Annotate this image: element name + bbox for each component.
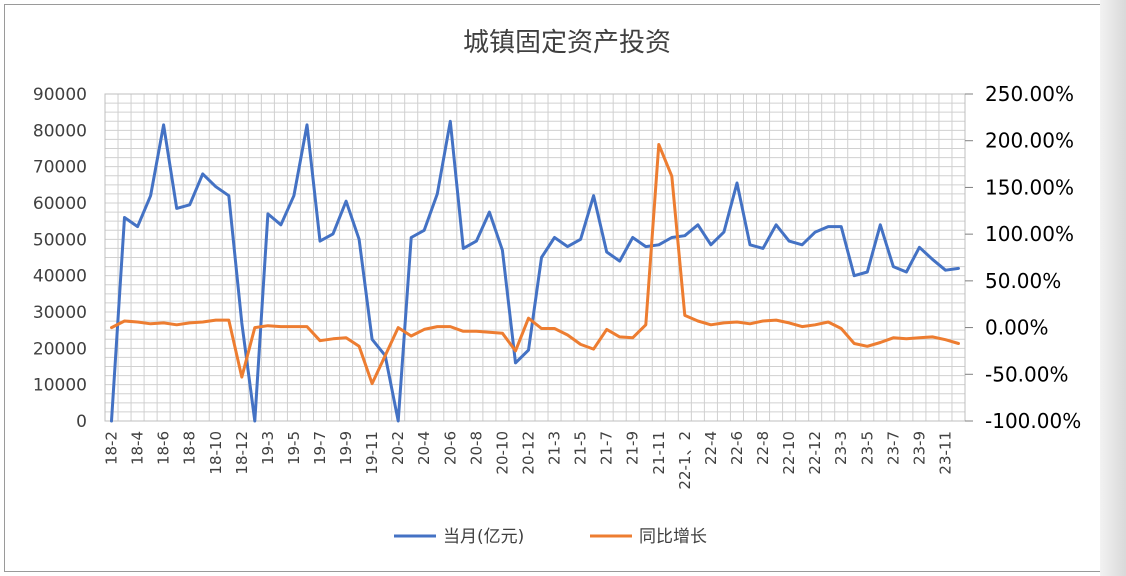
x-tick-label: 23-11 xyxy=(936,431,954,475)
x-tick-label: 20-8 xyxy=(467,431,485,465)
x-tick-label: 23-3 xyxy=(832,431,850,465)
x-tick-label: 22-6 xyxy=(728,431,746,465)
y-right-tick-label: -50.00% xyxy=(985,362,1068,386)
y-left-tick-label: 60000 xyxy=(33,194,87,214)
x-tick-label: 19-7 xyxy=(311,431,329,465)
series-line-yoy xyxy=(110,143,960,386)
y-left-tick-label: 20000 xyxy=(33,339,87,359)
y-right-tick-label: 250.00% xyxy=(985,82,1074,106)
y-right-tick-label: 50.00% xyxy=(985,269,1061,293)
x-tick-label: 19-5 xyxy=(285,431,303,465)
chart-title: 城镇固定资产投资 xyxy=(463,28,671,58)
y-left-tick-label: 40000 xyxy=(33,267,87,287)
y-left-tick-label: 10000 xyxy=(33,376,87,396)
x-tick-label: 21-9 xyxy=(624,431,642,465)
window-edge xyxy=(1100,0,1126,576)
x-tick-label: 18-10 xyxy=(207,431,225,475)
x-tick-label: 19-3 xyxy=(259,431,277,465)
x-tick-label: 19-11 xyxy=(363,431,381,475)
series-line-monthly xyxy=(110,119,960,423)
x-tick-label: 18-6 xyxy=(155,431,173,465)
x-tick-label: 20-12 xyxy=(519,431,537,475)
y-left-tick-label: 50000 xyxy=(33,230,87,250)
y-left-tick-label: 90000 xyxy=(33,85,87,105)
y-right-tick-label: -100.00% xyxy=(985,409,1081,433)
x-tick-label: 22-4 xyxy=(702,431,720,465)
x-tick-label: 18-2 xyxy=(103,431,121,465)
x-tick-label: 21-5 xyxy=(572,431,590,465)
legend-label-yoy: 同比增长 xyxy=(639,527,707,547)
x-tick-label: 20-10 xyxy=(493,431,511,475)
y-axis-left: 0 10000 20000 30000 40000 50000 60000 70000 8000… xyxy=(33,85,87,432)
x-tick-label: 21-7 xyxy=(598,431,616,465)
y-right-tick-label: 0.00% xyxy=(985,316,1049,340)
series-layer xyxy=(110,119,960,423)
y-right-tick-label: 150.00% xyxy=(985,175,1074,199)
gridlines xyxy=(104,93,966,422)
x-tick-label: 20-6 xyxy=(441,431,459,465)
y-left-tick-label: 70000 xyxy=(33,158,87,178)
x-tick-label: 22-1、2 xyxy=(676,431,694,490)
y-axis-right: -100.00% -50.00% 0.00% 50.00% 100.00% 150.00%… xyxy=(965,82,1081,433)
y-right-tick-label: 100.00% xyxy=(985,222,1074,246)
x-tick-label: 22-10 xyxy=(780,431,798,475)
x-tick-label: 21-11 xyxy=(650,431,668,475)
x-tick-label: 22-8 xyxy=(754,431,772,465)
x-tick-label: 23-9 xyxy=(910,431,928,465)
y-right-tick-label: 200.00% xyxy=(985,129,1074,153)
y-left-tick-label: 80000 xyxy=(33,121,87,141)
legend: 当月(亿元) 同比增长 xyxy=(394,527,707,547)
legend-label-monthly: 当月(亿元) xyxy=(443,527,524,547)
x-tick-label: 21-3 xyxy=(546,431,564,465)
x-tick-label: 23-7 xyxy=(884,431,902,465)
x-tick-label: 20-4 xyxy=(415,431,433,465)
x-tick-label: 20-2 xyxy=(389,431,407,465)
x-tick-label: 18-8 xyxy=(181,431,199,465)
x-tick-label: 18-4 xyxy=(129,431,147,465)
x-tick-label: 23-5 xyxy=(858,431,876,465)
y-left-tick-label: 30000 xyxy=(33,303,87,323)
y-left-tick-label: 0 xyxy=(76,412,87,432)
x-tick-label: 18-12 xyxy=(233,431,251,475)
x-tick-label: 19-9 xyxy=(337,431,355,465)
x-tick-label: 22-12 xyxy=(806,431,824,475)
x-axis: 18-2 18-4 18-6 18-8 18-10 18-12 19-3 19-5 19-7 19… xyxy=(103,431,955,490)
plot-area xyxy=(104,93,966,422)
